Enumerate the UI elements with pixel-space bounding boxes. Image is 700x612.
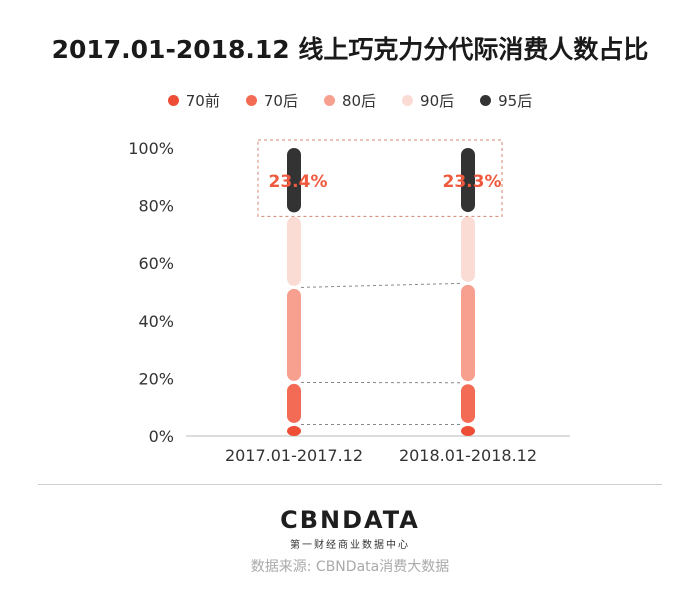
bar-segment — [461, 384, 475, 423]
data-label: 23.4% — [269, 172, 328, 192]
y-tick-label: 20% — [138, 369, 174, 388]
legend-swatch — [402, 95, 414, 106]
legend-swatch — [167, 95, 179, 106]
y-tick-label: 0% — [149, 427, 174, 446]
legend-label: 95后 — [498, 92, 533, 110]
bar-segment — [287, 288, 301, 381]
legend-item-70s: 70后 — [245, 90, 298, 111]
brand-logo: CBNDATA — [280, 506, 420, 534]
data-label: 23.3% — [443, 172, 502, 192]
bar-segment — [287, 383, 301, 423]
legend-label: 90后 — [420, 92, 455, 110]
bar-segment — [461, 216, 475, 282]
y-tick-label: 40% — [138, 312, 174, 331]
chart-title: 2017.01-2018.12 线上巧克力分代际消费人数占比 — [51, 35, 649, 64]
divider — [38, 484, 662, 485]
legend-item-95s: 95后 — [480, 90, 532, 111]
legend-swatch — [323, 95, 335, 106]
chart-legend: 70前 70后 80后 90后 95后 — [0, 90, 700, 111]
bar-segment — [461, 425, 475, 436]
legend-swatch — [480, 95, 492, 106]
bar-segment — [287, 216, 301, 286]
x-tick-label: 2017.01-2017.12 — [225, 446, 363, 465]
y-tick-label: 100% — [128, 139, 174, 158]
legend-label: 70前 — [185, 92, 220, 110]
legend-item-90s: 90后 — [402, 90, 454, 111]
legend-item-70-before: 70前 — [167, 90, 220, 111]
segment-connector-line — [300, 282, 462, 288]
highlight-box — [257, 139, 503, 217]
legend-label: 80后 — [341, 92, 377, 110]
y-tick-label: 60% — [138, 254, 174, 273]
legend-label: 70后 — [263, 92, 298, 110]
legend-item-80s: 80后 — [323, 90, 377, 111]
bar-segment — [461, 284, 475, 382]
x-tick-label: 2018.01-2018.12 — [399, 446, 537, 465]
legend-swatch — [245, 95, 257, 106]
data-source: 数据来源: CBNData消费大数据 — [250, 559, 450, 575]
y-tick-label: 80% — [138, 197, 174, 216]
bar-segment — [287, 148, 301, 213]
bar-segment — [461, 148, 475, 213]
bar-segment — [287, 425, 301, 436]
brand-logo-subtitle: 第一财经商业数据中心 — [290, 540, 410, 551]
